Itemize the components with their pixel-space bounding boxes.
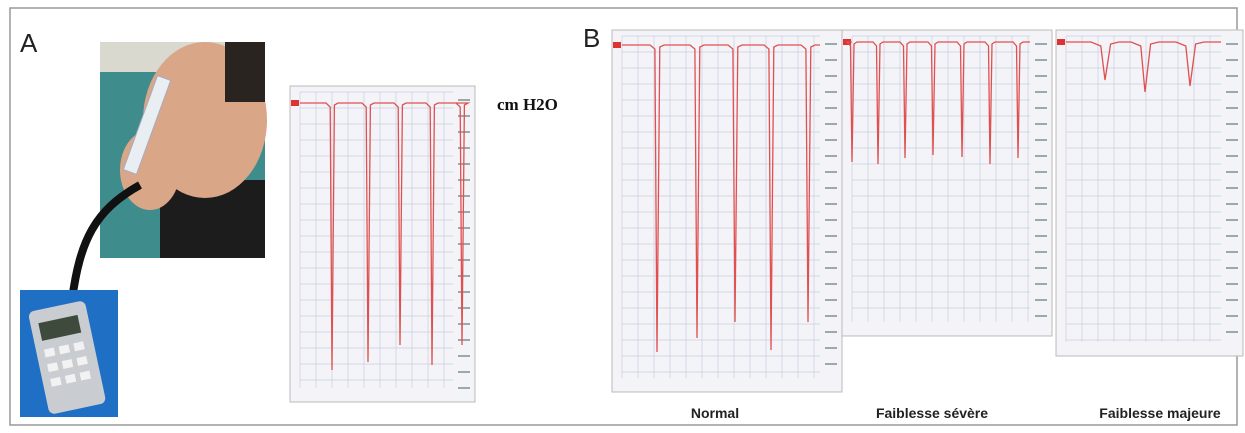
tick-text [825,123,837,125]
tick-text [1226,315,1238,317]
unit-label: cm H2O [497,95,558,114]
tick-text [458,243,470,245]
tick-text [1035,107,1047,109]
panel-label: A [20,28,38,58]
tick-text [1035,267,1047,269]
tick-text [458,387,470,389]
tick-text [1226,171,1238,173]
tick-text [1035,155,1047,157]
tick-text [825,219,837,221]
tick-text [1226,331,1238,333]
tick-text [825,91,837,93]
tick-text [1226,283,1238,285]
recording-panel [1055,29,1244,357]
tick-text [1035,251,1047,253]
photo-device [20,290,118,417]
tick-text [1035,75,1047,77]
tick-text [1035,315,1047,317]
tick-text [825,75,837,77]
tick-text [1226,91,1238,93]
marker [291,100,299,106]
tick-text [1035,219,1047,221]
trace [622,44,820,353]
tick-text [1035,203,1047,205]
tick-text [1226,107,1238,109]
tick-text [1226,75,1238,77]
tube [68,181,142,301]
tick-text [458,99,470,101]
tick-text [825,59,837,61]
tick-text [825,203,837,205]
tick-text [458,339,470,341]
tick-text [458,211,470,213]
tick-text [1035,299,1047,301]
caption: Faiblesse sévère [876,405,988,421]
trace [300,102,471,371]
recording-panel [289,85,476,403]
recording-panel [611,29,843,393]
tick-text [1226,203,1238,205]
tick-text [458,323,470,325]
tick-text [825,347,837,349]
tick-text [1226,155,1238,157]
tick-text [825,235,837,237]
tick-text [1226,267,1238,269]
marker [613,42,621,48]
tick-text [825,139,837,141]
tick-text [825,299,837,301]
panel-label: B [583,23,600,53]
tick-text [1035,171,1047,173]
tick-text [1226,59,1238,61]
marker [1057,39,1065,45]
caption: Faiblesse majeure [1099,405,1221,421]
tick-text [825,107,837,109]
tick-text [825,43,837,45]
tick-text [1035,187,1047,189]
tick-text [1035,235,1047,237]
tick-text [1226,235,1238,237]
tick-text [458,371,470,373]
tick-text [825,331,837,333]
trace [845,41,1030,165]
tick-text [458,227,470,229]
tick-text [825,267,837,269]
tick-text [1035,59,1047,61]
tick-text [458,291,470,293]
tick-text [825,155,837,157]
tick-text [1035,91,1047,93]
tick-text [458,355,470,357]
tick-text [458,275,470,277]
tick-text [825,315,837,317]
tick-text [825,171,837,173]
tick-text [1226,251,1238,253]
tick-text [825,283,837,285]
caption: Normal [691,405,739,421]
tick-text [1035,43,1047,45]
tick-text [1226,219,1238,221]
tick-text [825,251,837,253]
tick-text [1035,139,1047,141]
tick-text [1226,43,1238,45]
tick-text [1226,123,1238,125]
trace [1066,41,1221,93]
tick-text [1035,123,1047,125]
tick-text [1226,299,1238,301]
tick-text [1226,187,1238,189]
tick-text [1226,139,1238,141]
tick-text [458,307,470,309]
tick-text [825,187,837,189]
tick-text [825,363,837,365]
tick-text [1035,283,1047,285]
recording-panel [841,29,1053,337]
tick-text [458,259,470,261]
photo-face [100,42,267,258]
